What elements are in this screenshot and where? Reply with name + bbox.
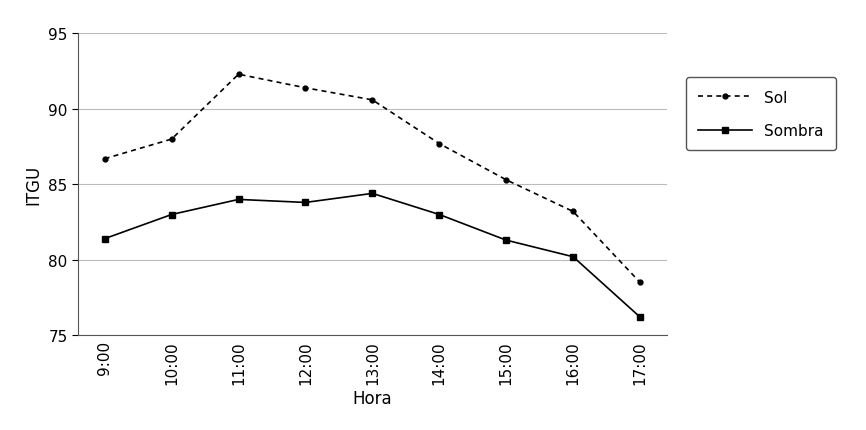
Sol: [434, 141, 444, 147]
Sombra: [568, 255, 578, 260]
Sombra: [166, 212, 177, 218]
X-axis label: Hora: Hora: [352, 390, 392, 407]
Sol: [233, 73, 243, 78]
Sol: [367, 98, 378, 103]
Sombra: [100, 237, 110, 242]
Sombra: [434, 212, 444, 218]
Line: Sombra: Sombra: [101, 190, 643, 321]
Legend: Sol, Sombra: Sol, Sombra: [686, 78, 836, 151]
Sol: [501, 178, 512, 183]
Sombra: [367, 191, 378, 197]
Sol: [100, 157, 110, 162]
Sombra: [233, 197, 243, 203]
Sol: [635, 280, 645, 285]
Sombra: [301, 200, 311, 206]
Sombra: [635, 315, 645, 320]
Sol: [301, 86, 311, 91]
Line: Sol: Sol: [100, 70, 645, 288]
Sombra: [501, 238, 512, 243]
Y-axis label: ITGU: ITGU: [24, 165, 42, 205]
Sol: [568, 209, 578, 215]
Sol: [166, 137, 177, 142]
